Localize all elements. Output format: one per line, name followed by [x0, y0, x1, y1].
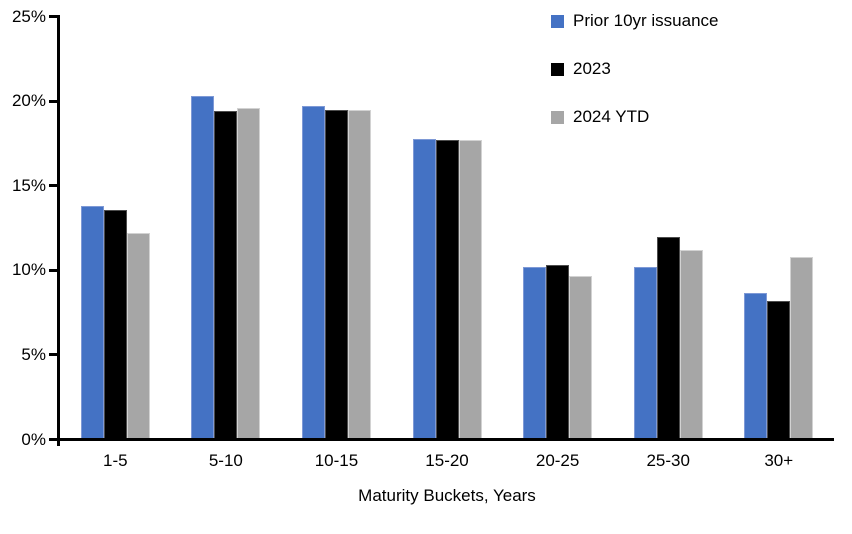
x-axis-label-20-25: 20-25	[535, 451, 580, 470]
bar-2023-1-5	[103, 209, 127, 438]
legend-item-2024-ytd: 2024 YTD	[551, 106, 719, 128]
bar-prior-10yr-issuance-30+	[744, 292, 768, 438]
x-axis-label-1-5: 1-5	[103, 451, 128, 470]
x-axis-label-25-30: 25-30	[646, 451, 690, 470]
y-axis-label-5: 5%	[21, 344, 46, 364]
x-axis-label-5-10: 5-10	[208, 451, 243, 470]
bar-group-5-10	[171, 15, 282, 438]
bar-2024-ytd-10-15	[347, 109, 371, 438]
x-axis-label-30+: 30+	[764, 451, 794, 470]
y-axis-tick-25	[49, 15, 57, 18]
legend-swatch-icon	[551, 62, 564, 76]
bar-2024-ytd-20-25	[569, 275, 593, 438]
bar-prior-10yr-issuance-5-10	[191, 96, 215, 438]
bar-2024-ytd-1-5	[126, 233, 150, 438]
bar-group-20-25	[502, 15, 613, 438]
legend-item-2023: 2023	[551, 58, 719, 80]
y-axis-label-15: 15%	[11, 175, 46, 195]
bar-prior-10yr-issuance-1-5	[80, 206, 104, 438]
x-axis-label-10-15: 10-15	[314, 451, 359, 470]
bar-group-30+	[723, 15, 834, 438]
y-axis-label-0: 0%	[21, 429, 46, 449]
bar-2023-5-10	[214, 111, 238, 438]
bar-2024-ytd-5-10	[237, 108, 261, 438]
y-axis-tick-20	[49, 99, 57, 103]
y-axis-tick-0	[49, 438, 57, 441]
bar-group-1-5	[60, 15, 171, 438]
y-axis-ticks	[49, 15, 57, 441]
y-axis-tick-15	[49, 184, 57, 188]
bar-prior-10yr-issuance-10-15	[301, 106, 325, 438]
legend: Prior 10yr issuance 2023 2024 YTD	[551, 10, 719, 154]
bar-prior-10yr-issuance-15-20	[412, 138, 436, 438]
y-axis-tick-5	[49, 353, 57, 357]
bar-prior-10yr-issuance-25-30	[633, 267, 657, 438]
y-axis-label-10: 10%	[11, 260, 46, 280]
bar-2024-ytd-30+	[790, 256, 814, 438]
bar-2023-10-15	[324, 109, 348, 438]
y-axis-label-20: 20%	[11, 91, 46, 111]
legend-label-2024-ytd: 2024 YTD	[573, 107, 650, 126]
legend-label-prior-10yr-issuance: Prior 10yr issuance	[573, 11, 719, 30]
bar-2023-25-30	[656, 236, 680, 438]
legend-swatch-icon	[551, 14, 564, 28]
bar-prior-10yr-issuance-20-25	[523, 267, 547, 438]
y-axis-label-25: 25%	[11, 6, 46, 26]
legend-swatch-icon	[551, 110, 564, 124]
bar-2024-ytd-25-30	[679, 250, 703, 438]
y-axis-labels: 0% 5% 10% 15% 20% 25%	[0, 7, 46, 449]
x-axis-labels: 1-5 5-10 10-15 15-20 20-25 25-30 30+	[60, 450, 834, 472]
bar-2023-30+	[767, 300, 791, 438]
bar-group-10-15	[281, 15, 392, 438]
bar-2024-ytd-15-20	[458, 140, 482, 438]
legend-label-2023: 2023	[573, 59, 611, 78]
y-axis-tick-10	[49, 268, 57, 272]
y-axis-line	[57, 15, 60, 446]
x-axis-label-15-20: 15-20	[425, 451, 469, 470]
plot-area	[60, 15, 834, 438]
bar-2023-15-20	[435, 140, 459, 438]
x-axis-title: Maturity Buckets, Years	[358, 486, 536, 505]
bar-group-25-30	[613, 15, 724, 438]
bar-2023-20-25	[546, 265, 570, 438]
bar-group-15-20	[392, 15, 503, 438]
legend-item-prior-10yr-issuance: Prior 10yr issuance	[551, 10, 719, 32]
x-axis-line	[57, 438, 834, 441]
